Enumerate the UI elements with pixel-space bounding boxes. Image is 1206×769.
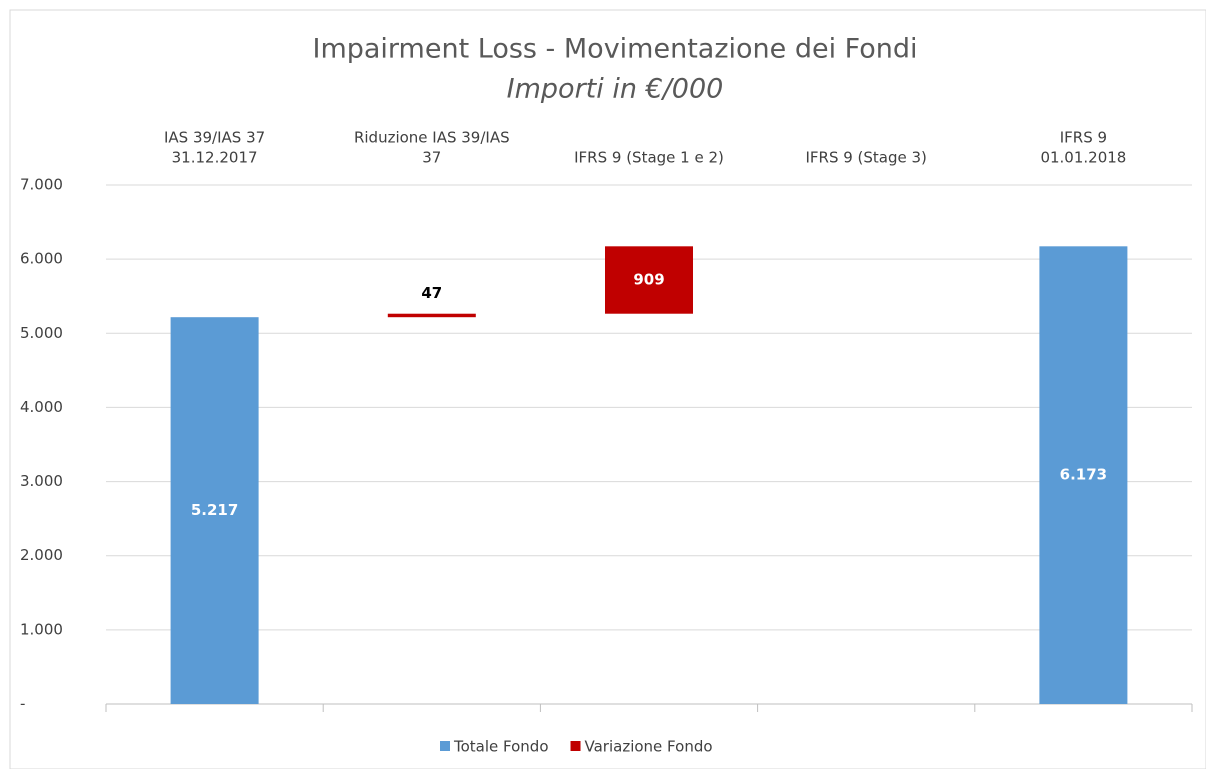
total-bar [1039, 246, 1128, 704]
x-tick-label: 01.01.2018 [1040, 149, 1126, 167]
chart-title: Impairment Loss - Movimentazione dei Fon… [312, 34, 917, 65]
value-label: 6.173 [1060, 466, 1107, 484]
y-tick-label: - [20, 695, 25, 713]
legend-swatch [440, 741, 450, 751]
y-tick-label: 5.000 [20, 324, 63, 342]
x-tick-label: IFRS 9 (Stage 1 e 2) [574, 149, 724, 167]
value-label: 5.217 [191, 501, 238, 519]
x-tick-label: 37 [422, 149, 441, 167]
change-bar [605, 246, 693, 314]
total-bar [170, 317, 259, 704]
legend-label: Totale Fondo [453, 738, 549, 756]
x-tick-label: Riduzione IAS 39/IAS [354, 129, 510, 147]
y-tick-label: 3.000 [20, 472, 63, 490]
y-tick-label: 4.000 [20, 398, 63, 416]
value-label: 909 [633, 271, 664, 289]
y-tick-label: 7.000 [20, 176, 63, 194]
x-tick-label: 31.12.2017 [172, 149, 258, 167]
x-tick-label: IFRS 9 [1060, 129, 1107, 147]
value-label: 47 [421, 284, 442, 302]
chart-subtitle: Importi in €/000 [507, 74, 724, 105]
x-tick-label: IFRS 9 (Stage 3) [805, 149, 926, 167]
y-tick-label: 1.000 [20, 620, 63, 638]
change-bar [387, 313, 476, 318]
y-tick-label: 2.000 [20, 546, 63, 564]
legend-label: Variazione Fondo [585, 738, 713, 756]
y-tick-label: 6.000 [20, 250, 63, 268]
legend-swatch [570, 741, 581, 751]
x-tick-label: IAS 39/IAS 37 [164, 129, 265, 147]
